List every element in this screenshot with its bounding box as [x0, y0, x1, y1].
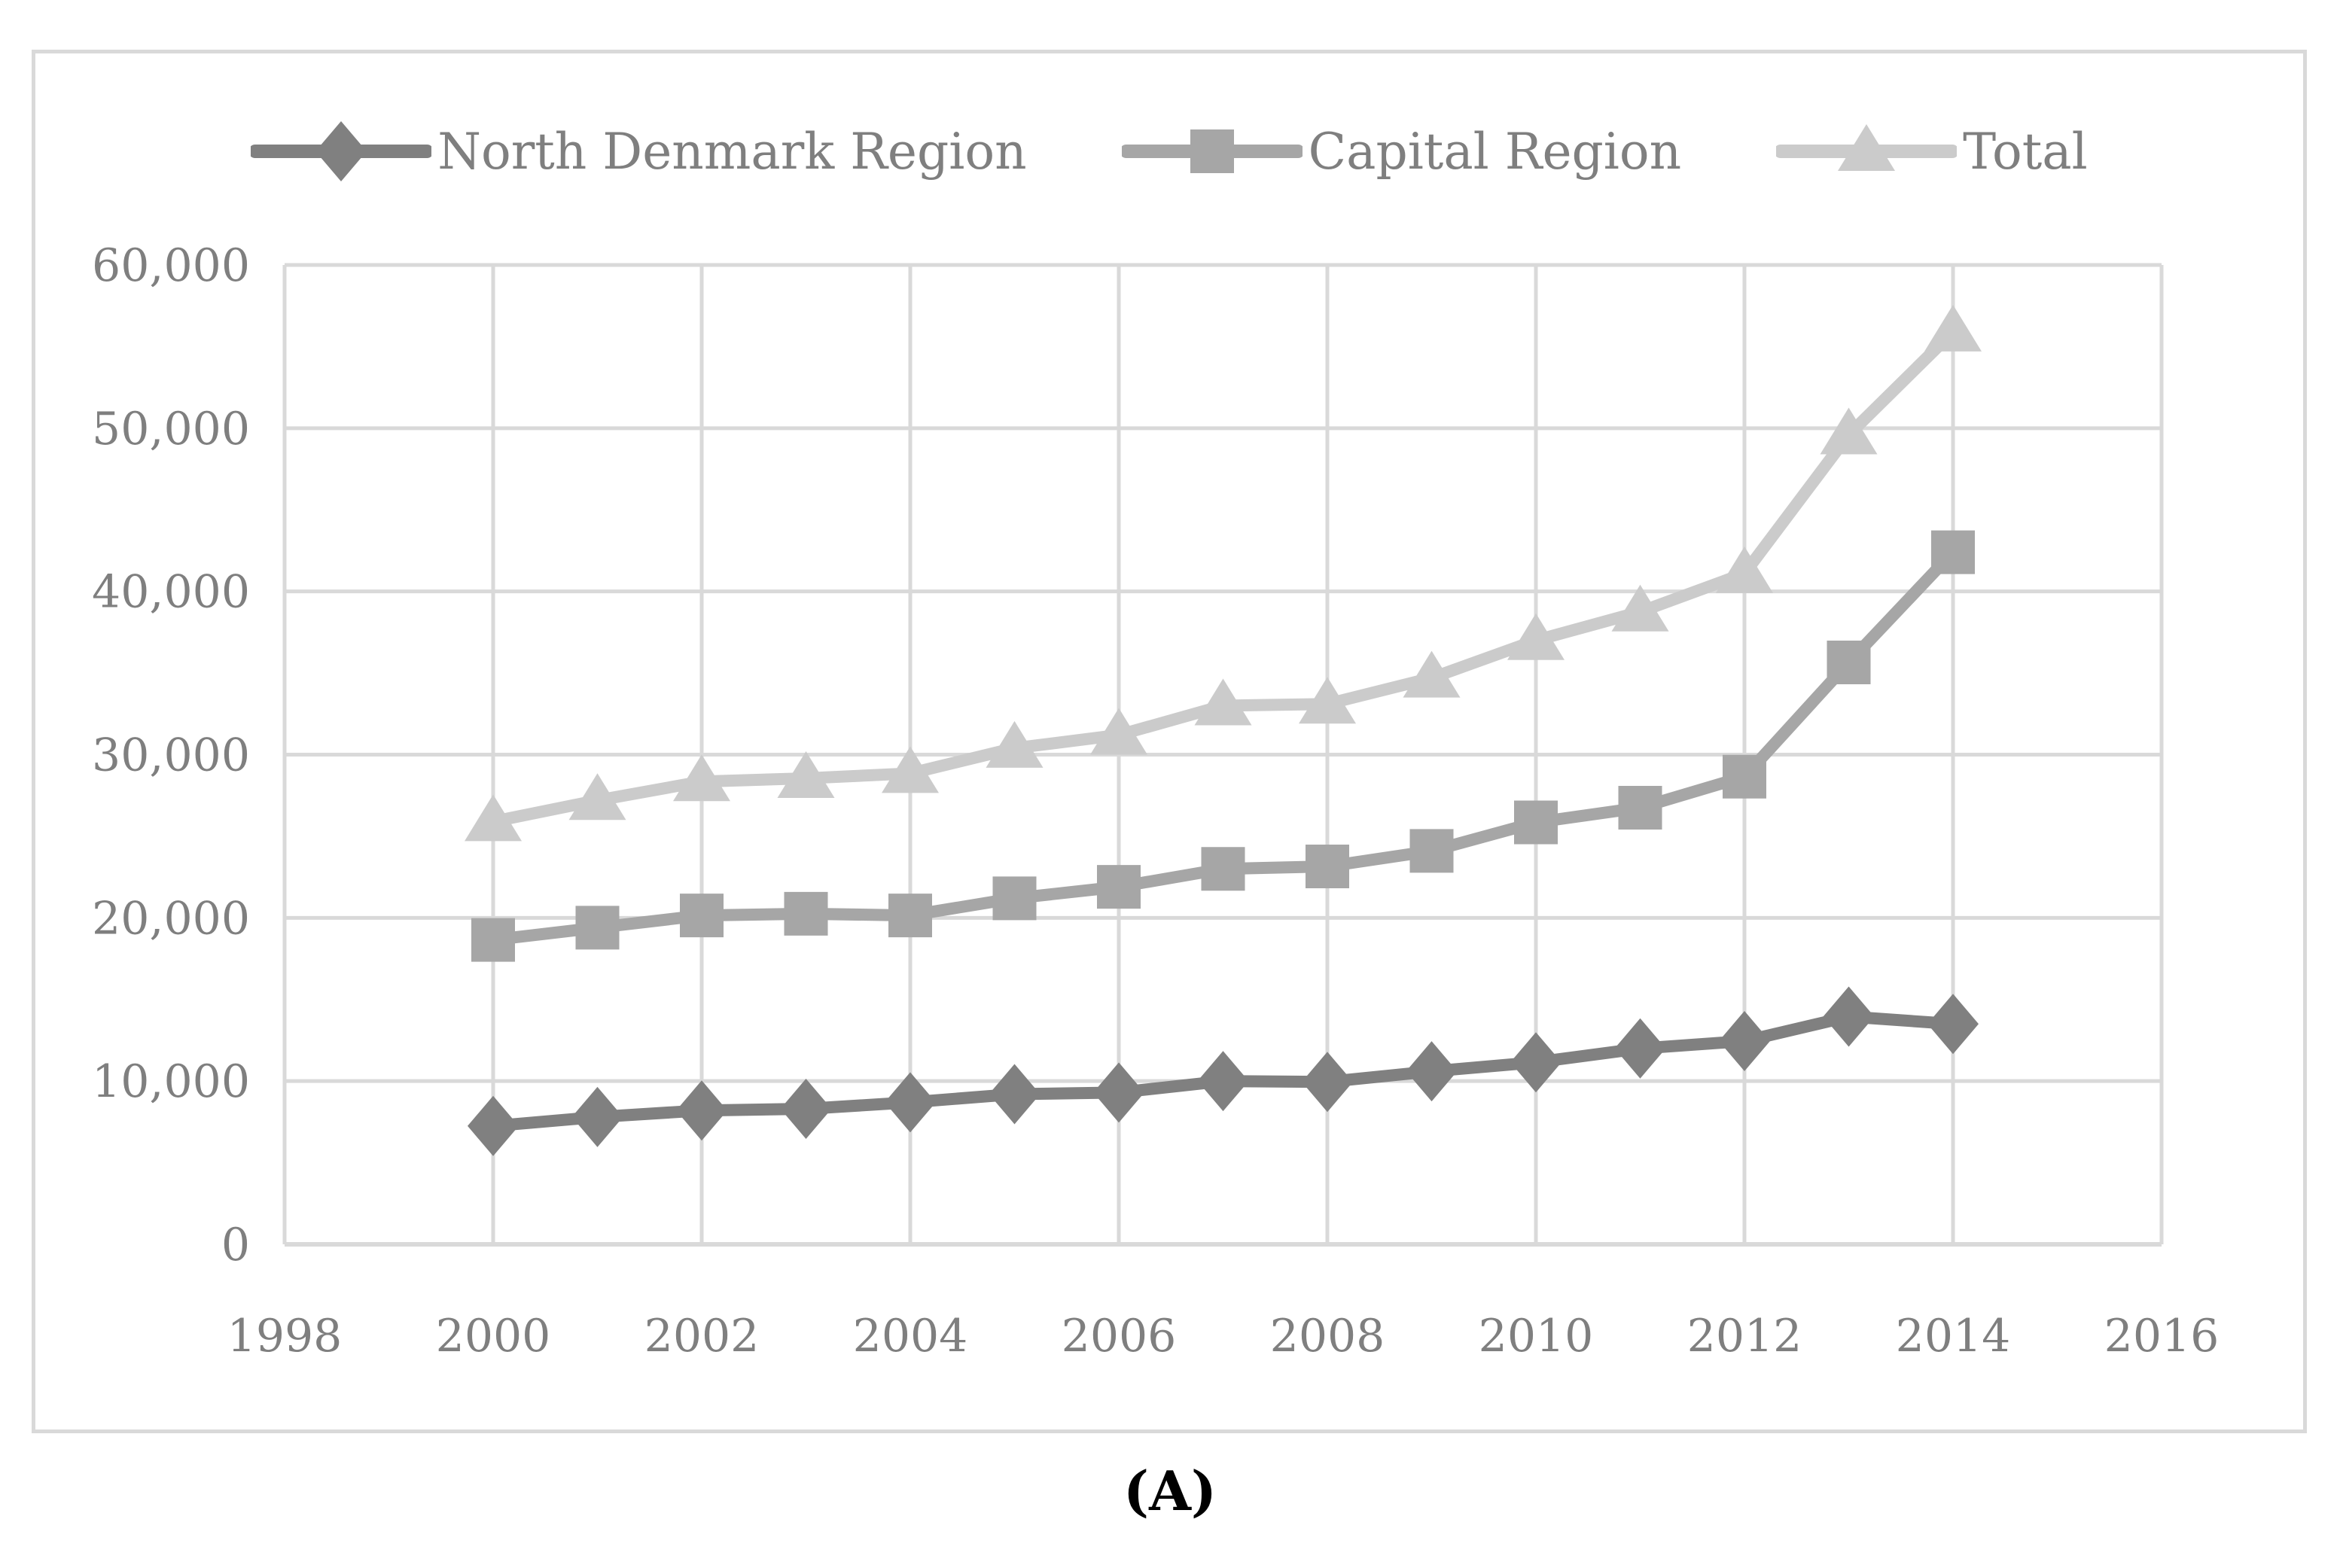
square-marker	[1618, 785, 1662, 830]
diamond-marker	[1197, 1051, 1249, 1112]
y-tick-label: 10,000	[92, 1055, 250, 1108]
square-marker	[784, 891, 828, 936]
triangle-marker	[1611, 584, 1669, 632]
y-tick-label: 50,000	[92, 403, 250, 455]
square-marker	[1931, 530, 1975, 574]
square-marker	[888, 894, 932, 938]
legend-item-total: Total	[1776, 120, 2088, 183]
diamond-marker	[1510, 1032, 1562, 1093]
square-marker	[992, 876, 1037, 921]
legend-label: North Denmark Region	[437, 122, 1027, 181]
triangle-marker	[1716, 546, 1773, 593]
diamond-marker	[989, 1064, 1041, 1125]
diamond-marker	[1406, 1041, 1458, 1102]
y-tick-label: 30,000	[92, 729, 250, 782]
diamond-marker	[1614, 1018, 1666, 1079]
triangle-marker	[777, 751, 835, 798]
square-marker	[471, 918, 515, 962]
legend-item-north-denmark-region: North Denmark Region	[251, 120, 1027, 183]
diamond-marker	[571, 1086, 623, 1147]
x-tick-label: 2004	[853, 1310, 968, 1362]
triangle-marker	[1403, 650, 1461, 698]
square-marker	[1409, 829, 1454, 873]
triangle-marker	[465, 794, 522, 842]
diamond-marker	[885, 1072, 936, 1133]
square-marker	[1097, 865, 1141, 909]
square-marker	[680, 894, 724, 938]
x-tick-label: 2006	[1062, 1310, 1177, 1362]
diamond-marker	[1302, 1052, 1353, 1113]
y-tick-label: 0	[221, 1219, 250, 1271]
legend-square-marker	[1190, 129, 1234, 173]
diamond-marker	[468, 1095, 519, 1156]
legend-label: Total	[1963, 122, 2088, 181]
legend-label: Capital Region	[1308, 122, 1682, 181]
square-marker	[575, 906, 620, 950]
triangle-marker	[882, 746, 939, 793]
y-tick-label: 20,000	[92, 892, 250, 945]
legend-diamond-marker	[315, 121, 367, 181]
diamond-marker	[1823, 986, 1875, 1047]
square-marker	[1514, 800, 1558, 845]
chart-figure: North Denmark Region Capital Region Tota…	[32, 50, 2307, 1433]
x-tick-label: 2016	[2104, 1310, 2220, 1362]
legend-triangle-marker	[1838, 124, 1896, 171]
series-total	[465, 304, 1982, 842]
diamond-marker	[1719, 1011, 1770, 1072]
square-marker	[1201, 847, 1245, 891]
figure-caption: (A)	[1123, 1459, 1217, 1523]
triangle-marker	[1299, 677, 1356, 724]
x-tick-label: 1998	[227, 1310, 343, 1362]
diamond-marker	[676, 1080, 727, 1141]
legend-item-capital-region: Capital Region	[1121, 120, 1682, 183]
triangle-marker	[1820, 407, 1878, 455]
triangle-marker	[986, 720, 1044, 768]
x-tick-label: 2008	[1270, 1310, 1385, 1362]
y-gridlines-and-labels: 0 10,000 20,000 30,000 40,000 50,000 60,000	[92, 239, 2162, 1271]
y-tick-label: 40,000	[92, 566, 250, 619]
square-marker	[1827, 640, 1871, 684]
x-tick-label: 2014	[1896, 1310, 2011, 1362]
triangle-marker	[1090, 708, 1147, 755]
x-tick-label: 2002	[644, 1310, 760, 1362]
square-marker	[1723, 754, 1766, 799]
diamond-marker	[1927, 994, 1979, 1055]
x-tick-label: 2000	[436, 1310, 551, 1362]
y-tick-label: 60,000	[92, 239, 250, 292]
triangle-marker	[673, 754, 730, 802]
triangle-marker	[1194, 678, 1252, 726]
triangle-marker	[568, 773, 626, 821]
chart-legend: North Denmark Region Capital Region Tota…	[35, 120, 2303, 183]
triangle-marker	[1507, 613, 1565, 660]
diamond-marker	[1093, 1062, 1144, 1123]
square-marker	[1306, 845, 1349, 889]
triangle-marker	[1924, 304, 1982, 352]
diamond-marker-icon	[251, 121, 432, 181]
diamond-marker	[780, 1079, 832, 1140]
series-north-denmark-region	[468, 986, 1979, 1156]
square-marker-icon	[1121, 129, 1303, 173]
x-tick-label: 2012	[1687, 1310, 1802, 1362]
triangle-marker-icon	[1776, 124, 1958, 171]
x-tick-label: 2010	[1479, 1310, 1594, 1362]
series-capital-region	[471, 530, 1975, 962]
